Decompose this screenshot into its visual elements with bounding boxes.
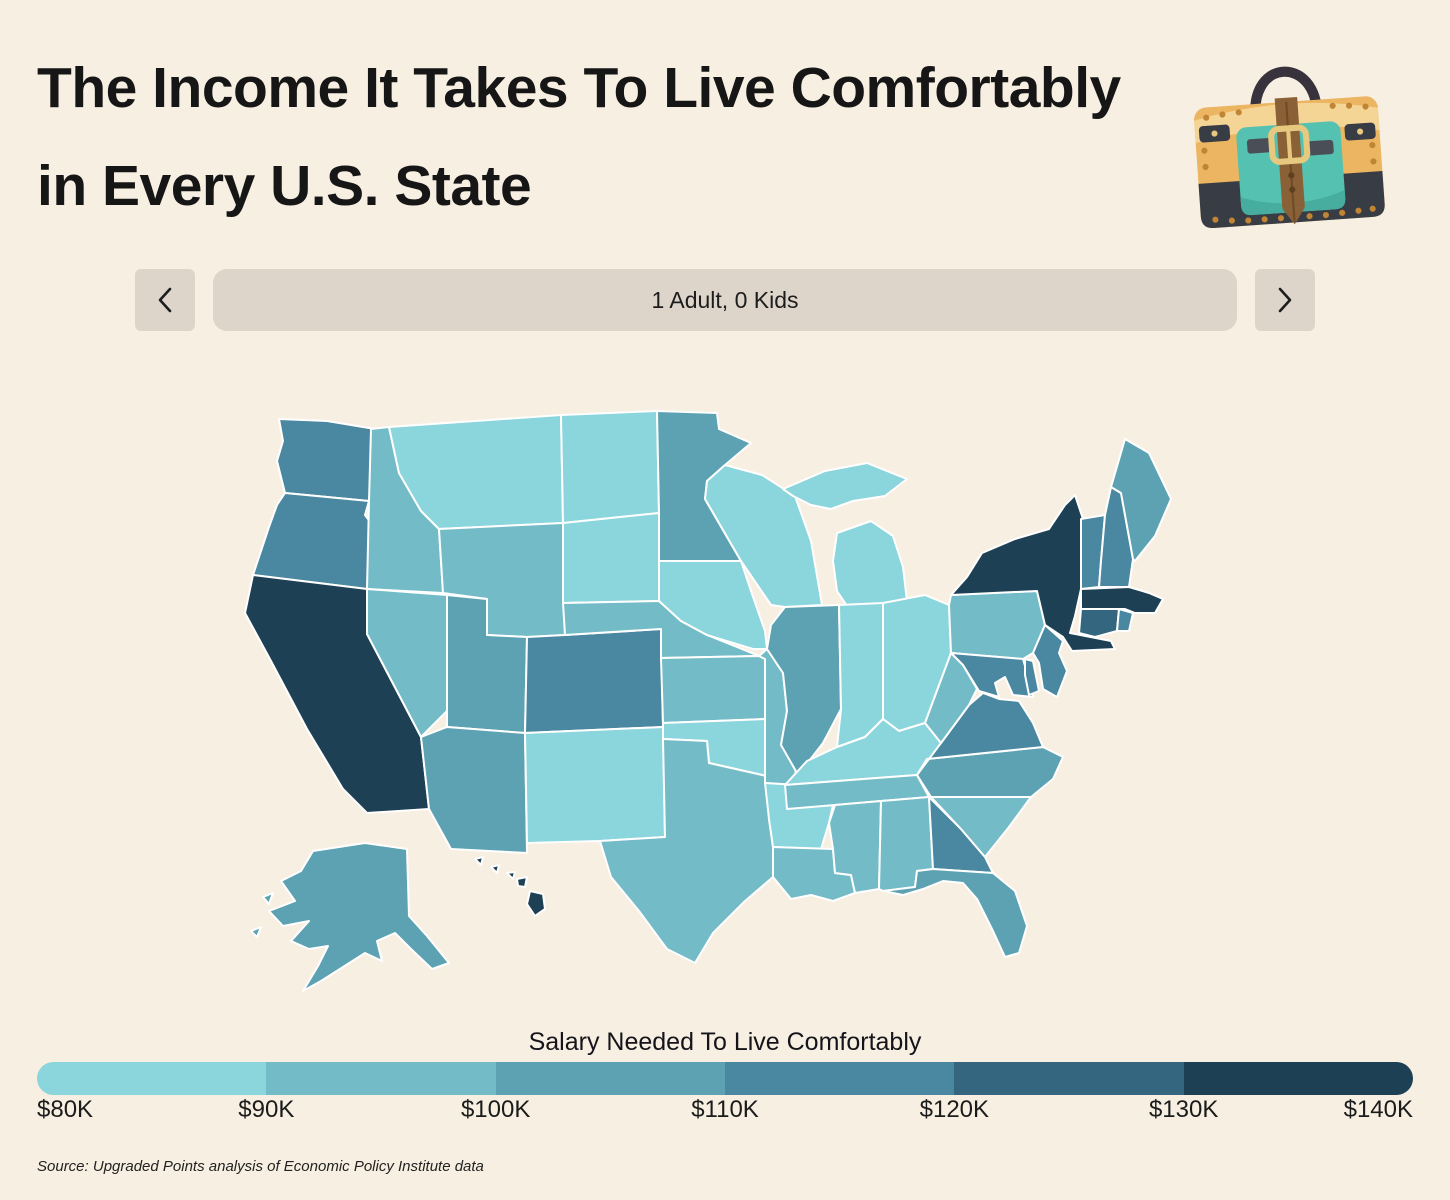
state-de: Delaware: $110K–$120K [1024,658,1040,696]
legend-segment-2 [266,1062,496,1095]
legend-tick-90k: $90K [238,1096,295,1123]
us-map-svg: Washington: $110K–$120KOregon: $110K–$12… [244,410,1172,992]
legend-segment-3 [495,1062,725,1095]
state-wa: Washington: $110K–$120K [276,418,376,502]
household-selector: 1 Adult, 0 Kids [135,269,1315,331]
state-hi: Hawaii: $130K–$140K [474,856,546,917]
page-title-line1: The Income It Takes To Live Comfortably [37,56,1121,120]
legend-color-bar [37,1062,1413,1095]
state-ia: Iowa: $80K–$90K [658,560,768,650]
prev-household-button[interactable] [135,269,195,331]
state-or: Oregon: $110K–$120K [252,492,372,590]
state-nj: New Jersey: $110K–$120K [1032,624,1068,698]
state-co: Colorado: $110K–$120K [524,628,664,734]
state-ny: New York: $130K–$140K [950,494,1116,652]
source-note: Source: Upgraded Points analysis of Econ… [37,1158,484,1175]
state-fl: Florida: $100K–$110K [882,868,1028,958]
legend-tick-labels: $80K $90K $100K $110K $120K $130K $140K [37,1096,1413,1128]
state-ak: Alaska: $100K–$110K [250,842,450,992]
upgraded-points-logo [1180,22,1395,237]
legend-segment-5 [954,1062,1184,1095]
legend-segment-4 [724,1062,955,1095]
handbag-icon [1194,66,1385,229]
legend-tick-120k: $120K [919,1096,990,1123]
state-ct: Connecticut: $120K–$130K [1078,608,1120,638]
state-me: Maine: $100K–$110K [1110,438,1172,562]
state-nd: North Dakota: $80K–$90K [560,410,660,524]
next-household-button[interactable] [1255,269,1315,331]
state-sd: South Dakota: $80K–$90K [562,512,660,604]
page-title-line2: in Every U.S. State [37,154,532,218]
legend-tick-110k: $110K [691,1096,759,1123]
legend-segment-1 [37,1062,267,1095]
legend-tick-130k: $130K [1148,1096,1219,1123]
us-choropleth-map: Washington: $110K–$120KOregon: $110K–$12… [225,393,1225,1025]
legend-tick-80k: $80K [37,1096,94,1123]
state-pa: Pennsylvania: $90K–$100K [948,590,1046,660]
state-ri: Rhode Island: $110K–$120K [1116,608,1134,632]
legend-tick-100k: $100K [460,1096,531,1123]
legend-segment-6 [1183,1062,1413,1095]
chevron-left-icon [158,287,172,313]
legend-tick-140k: $140K [1343,1096,1413,1123]
chevron-right-icon [1278,287,1292,313]
legend-title: Salary Needed To Live Comfortably [528,1028,922,1056]
household-label: 1 Adult, 0 Kids [213,269,1237,331]
state-nm: New Mexico: $80K–$90K [524,726,666,844]
state-ks: Kansas: $90K–$100K [660,655,766,724]
state-nv: Nevada: $90K–$100K [366,588,448,738]
state-az: Arizona: $100K–$110K [420,726,528,854]
